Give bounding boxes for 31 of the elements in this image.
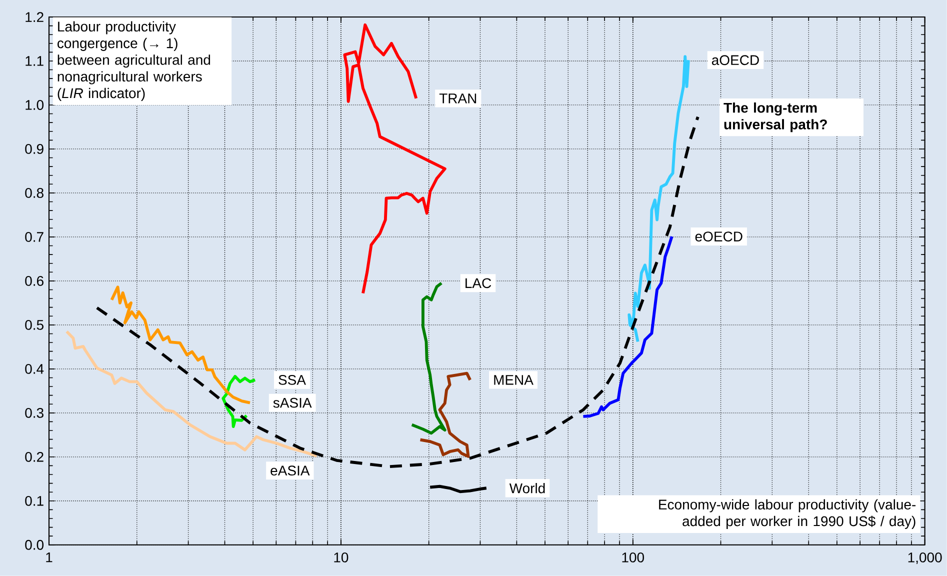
series-label: SSA xyxy=(278,375,306,385)
y-tick-label: 0.2 xyxy=(25,452,44,462)
y-tick-label: 1.1 xyxy=(26,56,44,66)
series-label: eOECD xyxy=(695,232,742,242)
line-series xyxy=(222,374,257,428)
line-series xyxy=(410,282,446,435)
y-tick-label: 0.1 xyxy=(25,496,44,506)
series-label: MENA xyxy=(494,375,534,385)
y-tick-label: 0.9 xyxy=(25,144,44,154)
y-tick-label: 0.4 xyxy=(25,364,44,374)
y-tick-label: 0.0 xyxy=(25,540,44,550)
x-axis-title: Economy-wide labour productivity (value-added per worker in 1990 US$ / day) xyxy=(659,499,916,530)
x-tick-label: 1 xyxy=(46,552,52,562)
series-label: eASIA xyxy=(270,466,310,476)
series-label: World xyxy=(509,483,545,494)
y-tick-label: 0.5 xyxy=(25,320,44,330)
y-tick-label: 0.3 xyxy=(25,408,44,418)
series-label: sASIA xyxy=(273,398,312,408)
y-axis-title: Labour productivity congergence (→ 1) between agricultural and nonagricultural workers (LIR indicator) xyxy=(58,21,210,102)
series-label: The long-term universal path? xyxy=(724,102,827,132)
y-tick-label: 1.0 xyxy=(26,100,44,110)
x-tick-label: 10 xyxy=(334,552,348,562)
y-tick-label: 0.6 xyxy=(25,276,44,286)
series-label: LAC xyxy=(466,278,492,288)
y-tick-label: 1.2 xyxy=(26,12,44,22)
y-tick-label: 0.8 xyxy=(25,188,44,198)
y-tick-label: 0.7 xyxy=(25,232,44,242)
x-tick-label: 100 xyxy=(622,552,644,562)
series-label: aOECD xyxy=(712,55,759,66)
x-tick-label: 1,000 xyxy=(908,552,942,564)
series-label: TRAN xyxy=(439,94,476,104)
